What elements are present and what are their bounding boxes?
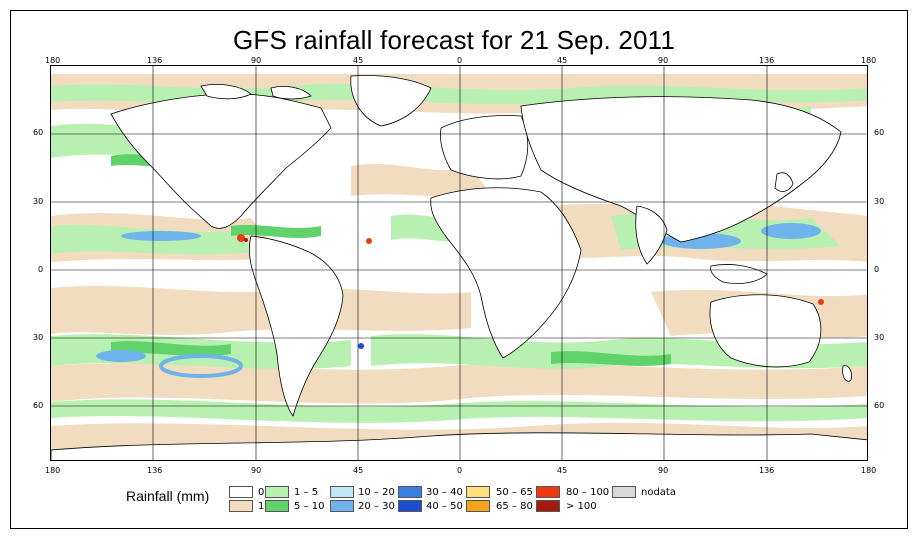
legend-swatch-3 <box>265 500 289 512</box>
lat-label-right: 30 <box>874 333 885 342</box>
legend-label: 10 – 20 <box>358 487 395 498</box>
lon-label-bottom: 136 <box>759 466 775 475</box>
legend-label: 40 – 50 <box>426 501 463 512</box>
lat-label-left: 30 <box>33 333 44 342</box>
lon-label-top: 180 <box>861 56 877 65</box>
legend-swatch-11 <box>536 500 560 512</box>
legend-label: 65 – 80 <box>496 501 533 512</box>
legend-label: 20 – 30 <box>358 501 395 512</box>
lon-label-bottom: 0 <box>457 466 463 475</box>
legend-swatch-1 <box>229 500 253 512</box>
legend-swatch-10 <box>536 486 560 498</box>
lon-label-top: 0 <box>457 56 463 65</box>
map-canvas <box>51 66 867 460</box>
lon-label-top: 136 <box>759 56 775 65</box>
legend-swatch-4 <box>330 486 354 498</box>
figure-frame <box>10 10 908 529</box>
lat-label-right: 60 <box>874 128 885 137</box>
legend-label: 0 <box>258 487 265 498</box>
lat-label-right: 0 <box>874 265 880 274</box>
map-title: GFS rainfall forecast for 21 Sep. 2011 <box>232 25 676 55</box>
lon-label-bottom: 180 <box>45 466 61 475</box>
lon-label-bottom: 90 <box>251 466 262 475</box>
lon-label-bottom: 90 <box>658 466 669 475</box>
lat-label-left: 0 <box>38 265 44 274</box>
legend-swatch-8 <box>466 486 490 498</box>
legend-label: 1 <box>258 501 265 512</box>
lon-label-bottom: 180 <box>861 466 877 475</box>
legend-swatch-5 <box>330 500 354 512</box>
lat-label-right: 60 <box>874 401 885 410</box>
world-map <box>50 65 868 461</box>
legend-label: 5 – 10 <box>294 501 325 512</box>
lon-label-bottom: 45 <box>557 466 568 475</box>
legend-title: Rainfall (mm) <box>126 488 210 504</box>
lat-label-left: 60 <box>33 401 44 410</box>
graticule <box>51 66 867 460</box>
lat-label-left: 60 <box>33 128 44 137</box>
legend-label: nodata <box>641 487 676 498</box>
legend-label: 30 – 40 <box>426 487 463 498</box>
lat-label-left: 30 <box>33 197 44 206</box>
legend-label: > 100 <box>566 501 597 512</box>
lon-label-top: 90 <box>251 56 262 65</box>
legend-label: 1 – 5 <box>294 487 319 498</box>
legend-swatch-7 <box>398 500 422 512</box>
legend-swatch-6 <box>398 486 422 498</box>
lon-label-top: 45 <box>557 56 568 65</box>
lon-label-top: 90 <box>658 56 669 65</box>
lon-label-top: 180 <box>45 56 61 65</box>
lon-label-top: 136 <box>147 56 163 65</box>
legend-swatch-0 <box>229 486 253 498</box>
legend-swatch-9 <box>466 500 490 512</box>
land-masses <box>51 75 867 460</box>
lon-label-top: 45 <box>353 56 364 65</box>
lon-label-bottom: 45 <box>353 466 364 475</box>
legend-label: 50 – 65 <box>496 487 533 498</box>
lat-label-right: 30 <box>874 197 885 206</box>
lon-label-bottom: 136 <box>147 466 163 475</box>
legend-label: 80 – 100 <box>566 487 610 498</box>
legend-swatch-2 <box>265 486 289 498</box>
legend-swatch-12 <box>612 486 636 498</box>
